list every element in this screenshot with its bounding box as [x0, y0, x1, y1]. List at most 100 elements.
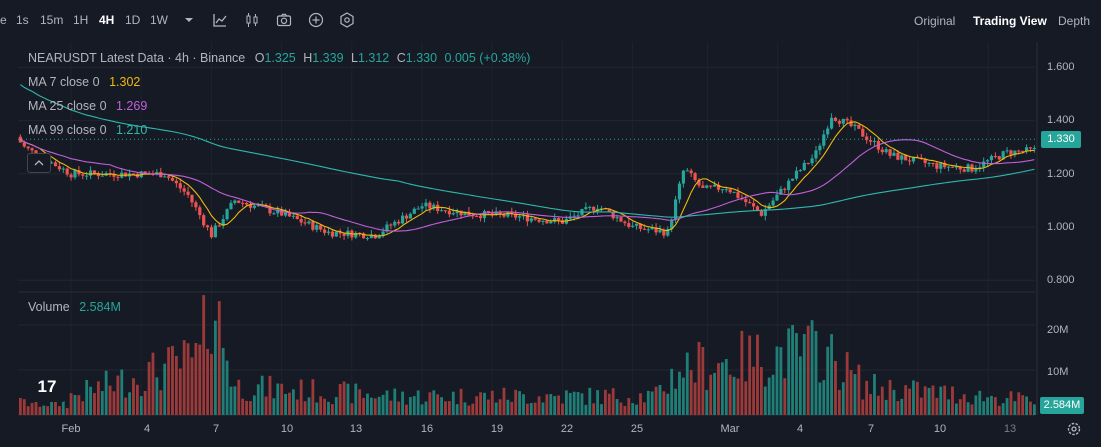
candle-body: [658, 229, 662, 233]
candle-body: [436, 204, 440, 212]
volume-bar: [479, 392, 482, 415]
candle-body: [361, 233, 366, 239]
candle-body: [163, 176, 167, 178]
candle-body: [1001, 151, 1005, 160]
candle-body: [61, 168, 65, 170]
camera-icon[interactable]: [276, 12, 292, 28]
indicators-icon[interactable]: [212, 12, 228, 28]
candle-body: [584, 207, 588, 209]
add-icon[interactable]: [308, 12, 324, 28]
candle-body: [1009, 150, 1013, 156]
volume-bar: [822, 380, 826, 415]
candle-body: [935, 163, 939, 169]
volume-bar: [943, 385, 947, 415]
ma25-legend: MA 25 close 0 1.269: [28, 99, 147, 113]
volume-bar: [30, 402, 34, 415]
candle-body: [463, 211, 467, 216]
interval-1d[interactable]: 1D: [125, 13, 141, 27]
view-trading-view[interactable]: Trading View: [973, 14, 1047, 28]
price-tick: 1.600: [1047, 61, 1075, 73]
tradingview-logo[interactable]: 17: [28, 372, 66, 402]
chevron-down-icon[interactable]: [181, 12, 197, 28]
volume-bar: [607, 393, 611, 415]
volume-bar: [588, 387, 592, 415]
chevron-up-icon: [34, 160, 44, 166]
candle-body: [880, 149, 884, 153]
volume-bar: [642, 402, 646, 415]
candle-body: [517, 216, 522, 218]
interval-1h[interactable]: 1H: [73, 13, 89, 27]
high-label: H: [303, 51, 313, 65]
candle-body: [962, 169, 966, 172]
volume-bar: [775, 346, 779, 415]
volume-bar: [245, 400, 248, 415]
volume-bar: [385, 390, 389, 415]
candle-body: [194, 202, 198, 208]
volume-bar: [693, 382, 697, 415]
interval-15m[interactable]: 15m: [40, 13, 64, 27]
candle-body: [666, 229, 670, 236]
volume-bar: [69, 393, 73, 415]
volume-bar: [779, 347, 783, 415]
candle-body: [213, 225, 217, 238]
price-tick: 1.000: [1047, 221, 1075, 233]
ma99-label: MA 99 close 0: [28, 123, 107, 137]
volume-bar: [787, 328, 791, 415]
candle-body: [794, 170, 799, 179]
candle-body: [311, 221, 315, 230]
gear-icon[interactable]: [1066, 421, 1082, 437]
candle-body: [841, 118, 845, 124]
view-original[interactable]: Original: [914, 14, 956, 28]
collapse-legend-button[interactable]: [27, 153, 51, 173]
view-depth[interactable]: Depth: [1058, 14, 1091, 28]
candle-body: [525, 214, 529, 222]
candle-body: [646, 229, 650, 231]
volume-bar: [603, 389, 607, 415]
volume-bar: [506, 399, 510, 415]
volume-bar: [802, 334, 806, 415]
volume-bar: [178, 368, 182, 415]
volume-bar: [440, 397, 443, 415]
volume-bar: [650, 391, 654, 415]
volume-bar: [358, 389, 362, 415]
volume-bar: [373, 398, 377, 415]
volume-bar: [428, 392, 432, 415]
volume-bar: [50, 399, 53, 415]
volume-bar: [389, 400, 393, 415]
volume-bar: [685, 352, 689, 415]
volume-value: 2.584M: [79, 300, 121, 314]
volume-bar: [888, 379, 892, 415]
volume-bar: [904, 385, 908, 415]
candle-body: [81, 174, 85, 176]
volume-bar: [1021, 395, 1025, 415]
volume-bar: [96, 381, 100, 415]
interval-1s[interactable]: 1s: [16, 13, 29, 27]
volume-bar: [689, 370, 693, 415]
candle-body: [814, 150, 818, 159]
candle-body: [868, 140, 873, 142]
interval-1w[interactable]: 1W: [150, 13, 168, 27]
interval-4h[interactable]: 4H: [99, 13, 115, 27]
volume-bar: [366, 393, 369, 415]
volume-bar: [147, 361, 151, 415]
candle-type-icon[interactable]: [244, 12, 260, 28]
interval-e[interactable]: e: [0, 13, 7, 27]
volume-bar: [291, 389, 295, 415]
volume-bar: [522, 394, 525, 415]
date-tick: Feb: [61, 423, 81, 435]
candle-body: [845, 118, 849, 121]
volume-bar: [89, 386, 92, 415]
volume-bar: [853, 374, 857, 415]
volume-bar: [447, 401, 451, 415]
ma7-label: MA 7 close 0: [28, 75, 100, 89]
candle-body: [280, 209, 284, 216]
volume-bar: [845, 352, 849, 415]
candle-body: [439, 210, 444, 212]
volume-bar: [61, 400, 65, 415]
volume-bar: [354, 383, 358, 415]
volume-bar: [896, 401, 900, 415]
settings-icon[interactable]: [339, 12, 355, 28]
candle-body: [365, 238, 370, 240]
volume-bar: [174, 355, 178, 415]
